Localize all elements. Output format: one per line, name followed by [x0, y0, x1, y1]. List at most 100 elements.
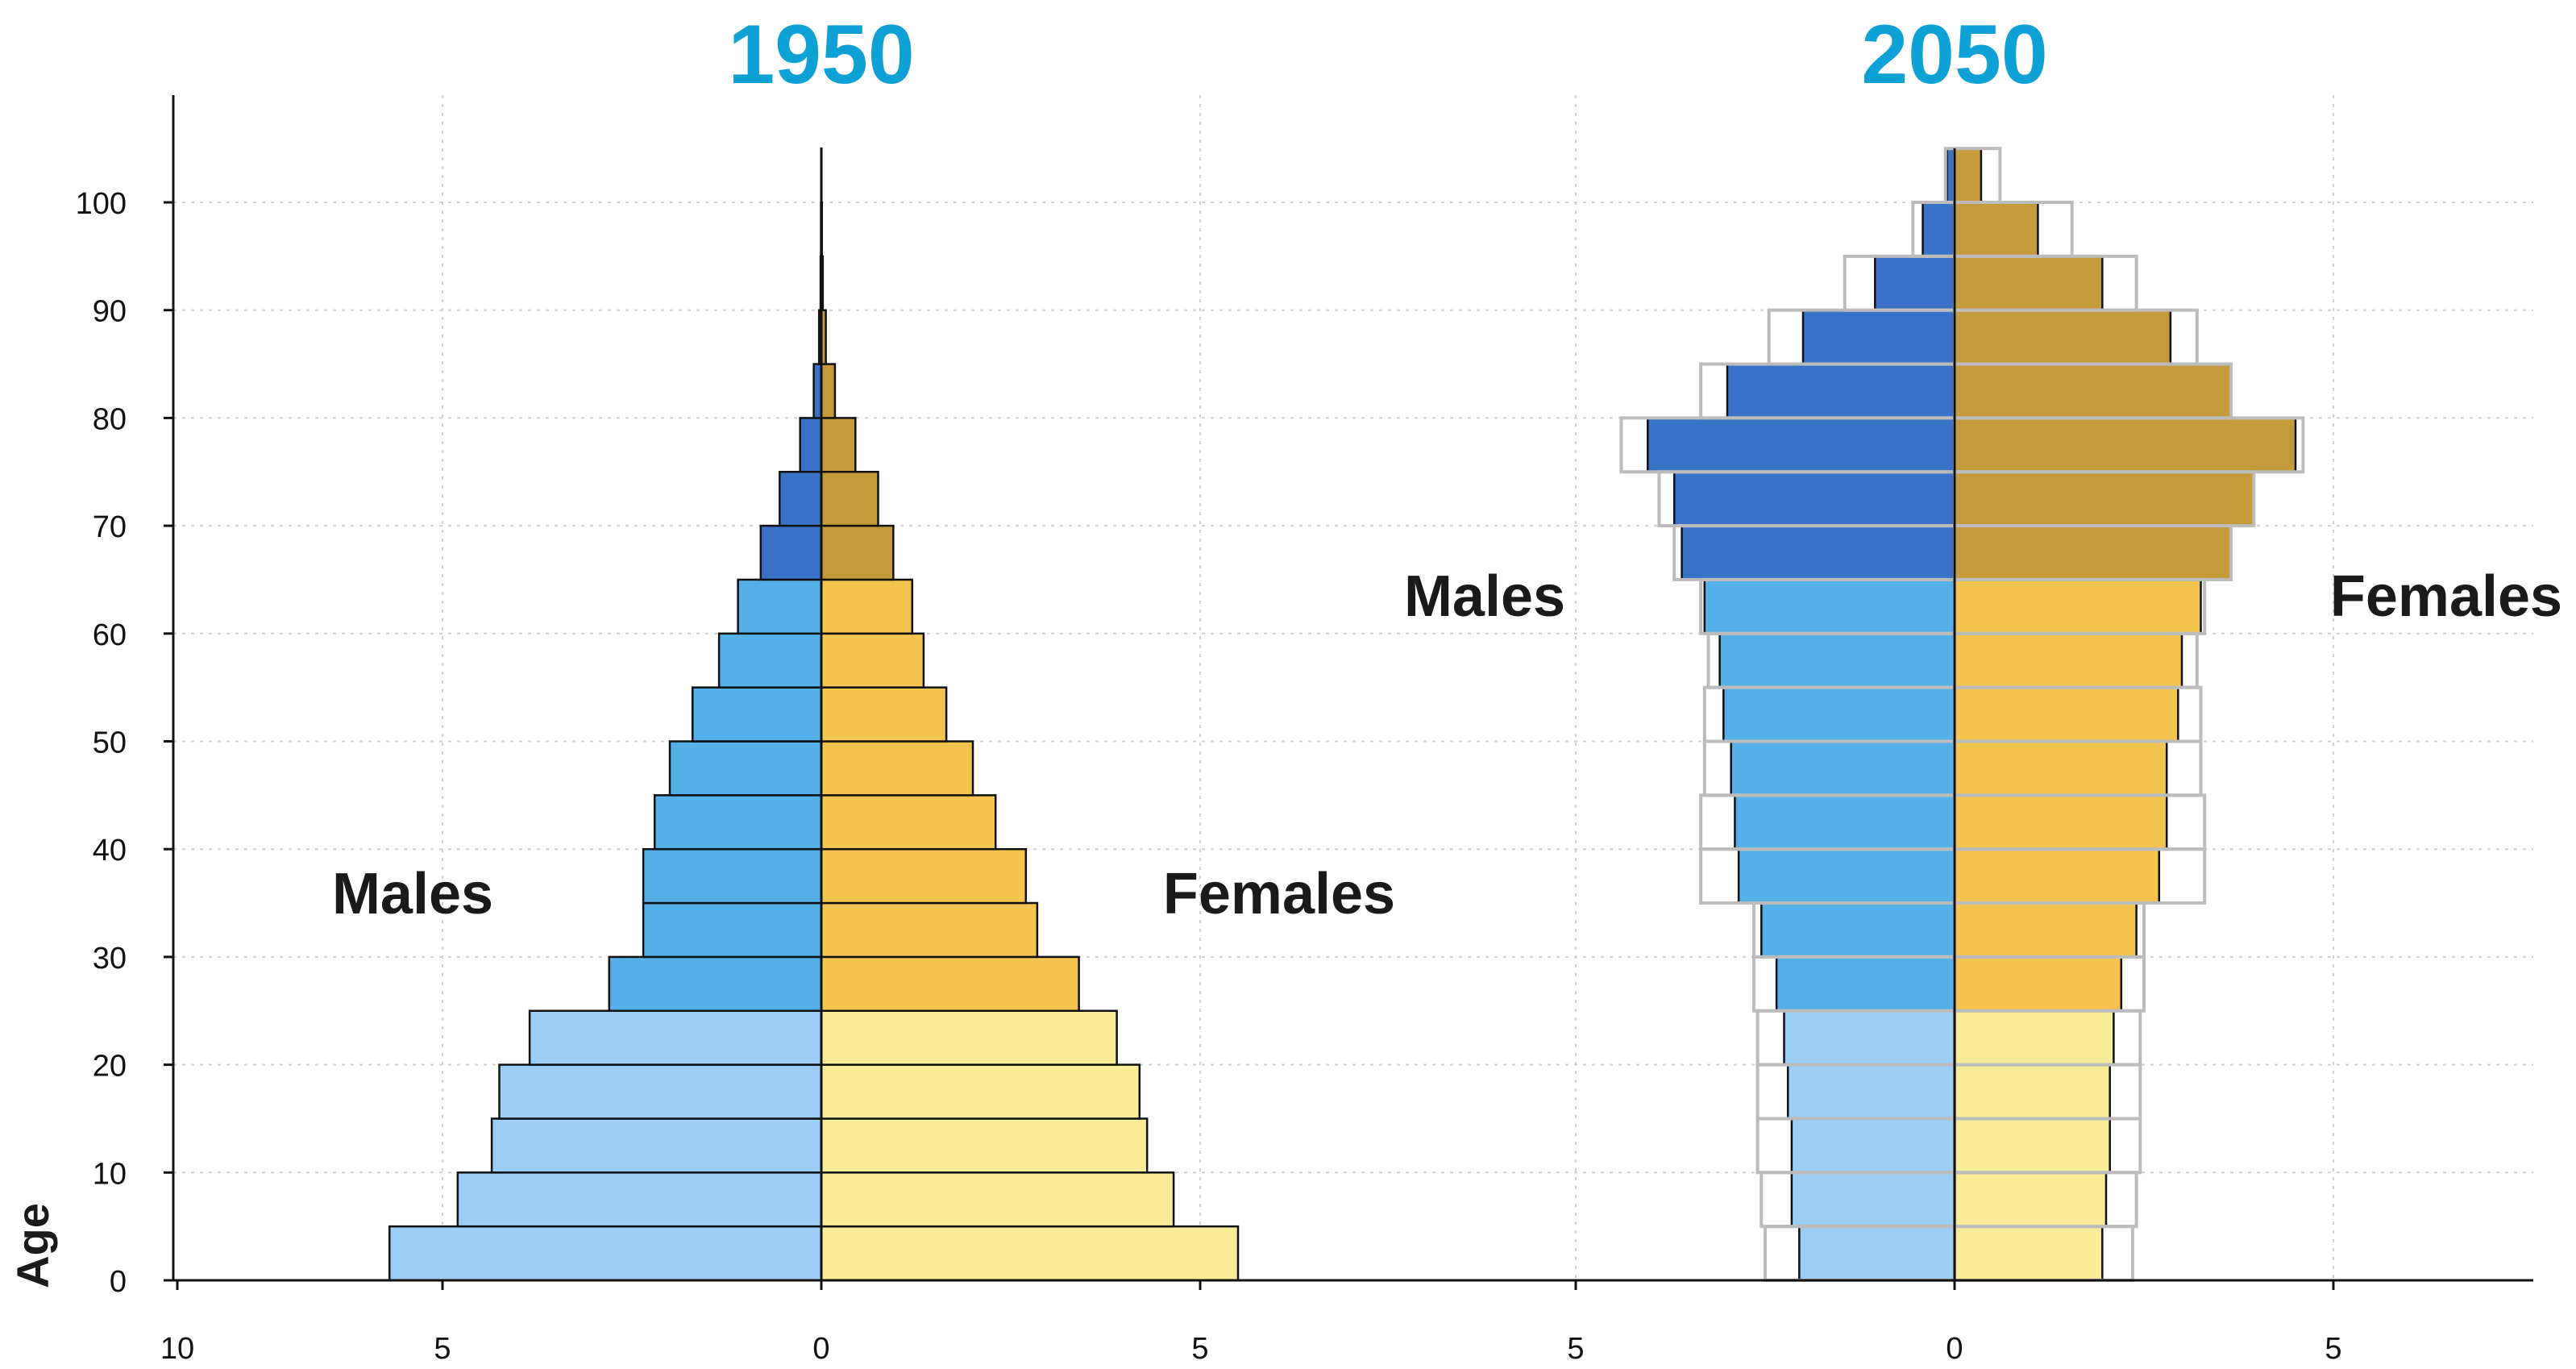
- chart-title-1950: 1950: [728, 8, 914, 102]
- bar-1950-male-age-70: [779, 471, 823, 527]
- bar-2050-male-age-5: [1790, 1171, 1956, 1228]
- bar-2050-male-age-85: [1801, 309, 1956, 365]
- females-label-1950: Females: [1163, 862, 1395, 926]
- bar-1950-male-age-5: [456, 1171, 823, 1228]
- bar-1950-female-age-40: [820, 794, 997, 851]
- bar-1950-male-age-15: [498, 1063, 823, 1120]
- bar-1950-female-age-15: [820, 1063, 1141, 1120]
- bar-1950-female-age-45: [820, 740, 974, 797]
- bar-1950-male-age-50: [691, 686, 823, 743]
- bar-2050-male-age-25: [1775, 955, 1956, 1013]
- bar-1950-female-age-20: [820, 1009, 1118, 1066]
- y-tick-label-70: 70: [93, 510, 127, 544]
- bar-1950-male-age-10: [490, 1117, 823, 1174]
- males-label-2050: Males: [1404, 564, 1565, 629]
- y-tick-label-0: 0: [110, 1265, 127, 1299]
- bar-1950-male-age-25: [608, 955, 823, 1013]
- bar-2050-female-age-45: [1953, 740, 2168, 797]
- bar-2050-female-age-95: [1953, 201, 2039, 258]
- grid-lines: [173, 95, 2533, 1281]
- bar-2050-female-age-15: [1953, 1063, 2111, 1120]
- bar-2050-female-age-90: [1953, 255, 2104, 311]
- x-tick-label-2050-2: 5: [2325, 1332, 2341, 1366]
- bar-2050-male-age-55: [1718, 632, 1956, 689]
- x-tick-label-2050-1: 0: [1946, 1332, 1963, 1366]
- bar-2050-female-age-50: [1953, 686, 2179, 743]
- males-label-1950: Males: [332, 862, 493, 926]
- bar-1950-female-age-65: [820, 524, 895, 581]
- bar-2050-female-age-30: [1953, 901, 2138, 959]
- bar-2050-male-age-30: [1760, 901, 1956, 959]
- y-tick-label-100: 100: [76, 187, 127, 221]
- y-axis-label: Age: [7, 1203, 58, 1288]
- bar-2050-male-age-80: [1726, 363, 1956, 419]
- bar-2050-female-age-25: [1953, 955, 2123, 1013]
- bar-1950-male-age-65: [759, 524, 823, 581]
- bar-1950-female-age-75: [820, 417, 857, 473]
- y-tick-label-90: 90: [93, 295, 127, 329]
- bar-1950-female-age-80: [820, 363, 837, 419]
- females-label-2050: Females: [2330, 564, 2562, 629]
- bars: [388, 147, 2297, 1282]
- bar-2050-female-age-75: [1953, 417, 2297, 473]
- bar-2050-female-age-5: [1953, 1171, 2108, 1228]
- bar-2050-female-age-70: [1953, 471, 2255, 527]
- bar-2050-female-age-20: [1953, 1009, 2115, 1066]
- bar-2050-male-age-35: [1737, 847, 1956, 905]
- bar-1950-female-age-0: [820, 1225, 1240, 1282]
- bar-2050-female-age-35: [1953, 847, 2161, 905]
- chart-title-2050: 2050: [1861, 8, 2047, 102]
- bar-1950-female-age-10: [820, 1117, 1149, 1174]
- bar-2050-male-age-95: [1922, 201, 1956, 258]
- bar-2050-female-age-40: [1953, 794, 2168, 851]
- bar-2050-male-age-40: [1734, 794, 1956, 851]
- bar-2050-female-age-65: [1953, 524, 2233, 581]
- bar-1950-female-age-25: [820, 955, 1080, 1013]
- x-tick-label-1950-3: 5: [1191, 1332, 1208, 1366]
- y-tick-label-30: 30: [93, 942, 127, 976]
- bar-1950-female-age-30: [820, 901, 1039, 959]
- y-tick-label-50: 50: [93, 726, 127, 760]
- bar-1950-male-age-55: [717, 632, 823, 689]
- bar-2050-female-age-100: [1953, 147, 1983, 204]
- bar-2050-female-age-10: [1953, 1117, 2111, 1174]
- bar-2050-male-age-45: [1730, 740, 1956, 797]
- bar-2050-male-age-60: [1703, 578, 1956, 635]
- bar-2050-male-age-70: [1672, 471, 1956, 527]
- bar-1950-male-age-30: [642, 901, 823, 959]
- bar-2050-male-age-65: [1681, 524, 1956, 581]
- x-tick-label-1950-2: 0: [812, 1332, 829, 1366]
- y-tick-label-60: 60: [93, 618, 127, 652]
- bar-2050-female-age-0: [1953, 1225, 2104, 1282]
- bar-2050-female-age-60: [1953, 578, 2202, 635]
- bar-1950-male-age-45: [668, 740, 823, 797]
- bar-1950-female-age-60: [820, 578, 914, 635]
- bar-2050-male-age-15: [1786, 1063, 1956, 1120]
- bar-2050-male-age-20: [1783, 1009, 1956, 1066]
- bar-2050-male-age-90: [1874, 255, 1956, 311]
- bar-1950-female-age-50: [820, 686, 948, 743]
- bar-1950-female-age-55: [820, 632, 925, 689]
- bar-1950-female-age-5: [820, 1171, 1175, 1228]
- y-tick-label-20: 20: [93, 1050, 127, 1084]
- bar-1950-male-age-75: [799, 417, 823, 473]
- x-tick-label-2050-0: 5: [1567, 1332, 1584, 1366]
- y-tick-label-10: 10: [93, 1157, 127, 1191]
- bar-2050-male-age-50: [1722, 686, 1956, 743]
- bar-2050-male-age-75: [1647, 417, 1956, 473]
- x-tick-label-1950-0: 10: [160, 1332, 194, 1366]
- bar-2050-female-age-85: [1953, 309, 2172, 365]
- bar-1950-female-age-70: [820, 471, 879, 527]
- bar-1950-male-age-20: [528, 1009, 823, 1066]
- y-tick-label-40: 40: [93, 834, 127, 868]
- x-tick-label-1950-1: 5: [434, 1332, 451, 1366]
- y-tick-label-80: 80: [93, 402, 127, 436]
- bar-1950-male-age-0: [388, 1225, 823, 1282]
- bar-2050-male-age-0: [1798, 1225, 1956, 1282]
- bar-2050-female-age-55: [1953, 632, 2183, 689]
- bar-2050-male-age-10: [1790, 1117, 1956, 1174]
- bar-1950-male-age-35: [642, 847, 823, 905]
- bar-2050-female-age-80: [1953, 363, 2233, 419]
